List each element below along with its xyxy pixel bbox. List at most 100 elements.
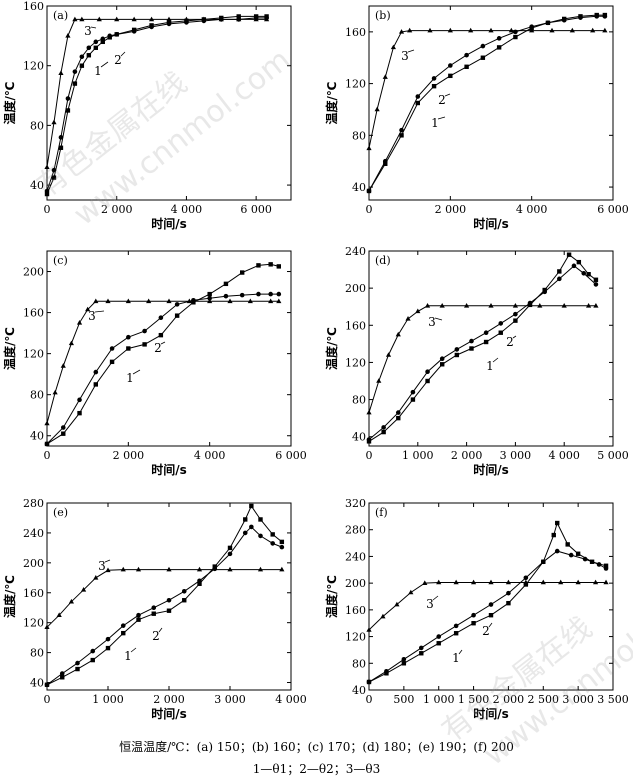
series-line — [368, 14, 605, 192]
data-point-triangle — [593, 302, 599, 308]
data-point-circle — [523, 575, 529, 581]
data-point-circle — [60, 425, 66, 430]
x-tick-label: 2 000 — [451, 449, 483, 462]
x-tick-label: 500 — [393, 693, 414, 706]
panel-label: (d) — [375, 254, 391, 267]
y-axis-label: 温度/℃ — [324, 575, 339, 618]
series-line — [46, 263, 279, 445]
series-line — [46, 300, 279, 424]
annotation-leader — [132, 369, 141, 375]
annotation-leader — [130, 647, 137, 653]
data-point-triangle — [586, 302, 592, 308]
y-tick-label: 160 — [23, 587, 44, 600]
x-tick-label: 1 000 — [402, 449, 434, 462]
y-tick-label: 80 — [352, 129, 366, 142]
data-point-circle — [174, 302, 180, 307]
data-point-square — [258, 517, 263, 522]
data-point-square — [268, 262, 273, 267]
series-line — [368, 550, 607, 683]
y-tick-label: 40 — [30, 677, 44, 690]
data-point-square — [249, 503, 254, 509]
data-point-square — [575, 551, 581, 556]
plot-frame — [368, 502, 614, 691]
data-point-circle — [166, 21, 172, 27]
data-point-circle — [425, 369, 430, 375]
curve-number-label: 2 — [154, 341, 162, 355]
data-point-square — [93, 45, 98, 50]
data-point-triangle — [148, 16, 155, 22]
data-point-triangle — [72, 16, 78, 22]
curve-number-label: 2 — [438, 93, 446, 107]
x-tick-label: 0 — [44, 693, 51, 706]
data-point-square — [425, 378, 430, 384]
data-point-triangle — [51, 119, 57, 125]
data-point-square — [396, 415, 401, 421]
x-tick-label: 2 000 — [493, 693, 525, 706]
data-point-square — [551, 532, 556, 538]
data-point-circle — [431, 76, 437, 81]
data-point-circle — [593, 282, 599, 287]
data-point-triangle — [447, 27, 453, 33]
data-point-triangle — [68, 598, 74, 604]
x-axis-label: 时间/s — [151, 216, 187, 231]
x-tick-label: 3 000 — [500, 449, 532, 462]
curve-number-label: 1 — [431, 116, 439, 130]
series-2: 2 — [366, 14, 608, 194]
data-point-triangle — [398, 29, 405, 34]
x-tick-label: 2 000 — [113, 449, 145, 462]
series-2: 2 — [44, 15, 269, 194]
data-point-triangle — [268, 298, 274, 304]
x-tick-label: 1 000 — [423, 693, 455, 706]
data-point-circle — [131, 29, 137, 34]
data-point-square — [401, 661, 407, 666]
data-point-circle — [399, 127, 404, 133]
series-2: 2 — [44, 524, 285, 688]
data-point-triangle — [166, 298, 172, 304]
series-line — [368, 253, 597, 442]
annotation-leader — [432, 595, 439, 601]
data-point-triangle — [105, 298, 111, 304]
data-point-circle — [571, 263, 577, 269]
data-point-circle — [75, 660, 80, 666]
curve-number-label: 2 — [482, 624, 490, 638]
data-point-square — [471, 621, 476, 626]
series-3: 3 — [44, 559, 285, 629]
y-tick-label: 80 — [352, 394, 366, 407]
data-point-circle — [415, 94, 421, 99]
data-point-circle — [496, 36, 502, 41]
data-point-square — [105, 645, 111, 651]
data-point-triangle — [366, 627, 372, 632]
data-point-triangle — [227, 566, 233, 572]
data-point-square — [513, 318, 518, 323]
data-point-triangle — [366, 145, 372, 151]
data-point-circle — [120, 623, 126, 628]
data-point-triangle — [60, 363, 66, 368]
data-point-triangle — [79, 16, 85, 22]
data-point-square — [276, 264, 281, 269]
y-tick-label: 320 — [345, 497, 366, 510]
x-tick-label: 6 000 — [275, 449, 307, 462]
series-line — [368, 15, 605, 192]
data-point-circle — [513, 311, 518, 317]
plot-frame — [46, 250, 292, 447]
data-point-triangle — [464, 302, 470, 308]
data-point-circle — [58, 135, 64, 140]
data-point-triangle — [227, 298, 233, 304]
data-point-square — [436, 641, 441, 646]
annotation-leader — [90, 26, 97, 29]
chart-panel: 0 1 000 2 000 3 000 4 000 5 000 40 80 120 160 200 2… — [324, 245, 629, 477]
series-1: 1 — [366, 252, 599, 444]
data-point-square — [576, 259, 582, 265]
y-tick-label: 80 — [30, 389, 44, 402]
y-tick-label: 120 — [23, 60, 44, 73]
data-point-triangle — [394, 601, 400, 607]
data-point-circle — [72, 69, 78, 74]
y-tick-label: 200 — [345, 577, 366, 590]
data-point-triangle — [549, 27, 555, 33]
data-point-triangle — [395, 331, 401, 337]
y-tick-label: 200 — [23, 557, 44, 570]
data-point-square — [488, 613, 494, 618]
data-point-circle — [366, 188, 372, 194]
data-point-square — [399, 133, 404, 138]
data-point-circle — [77, 397, 82, 403]
